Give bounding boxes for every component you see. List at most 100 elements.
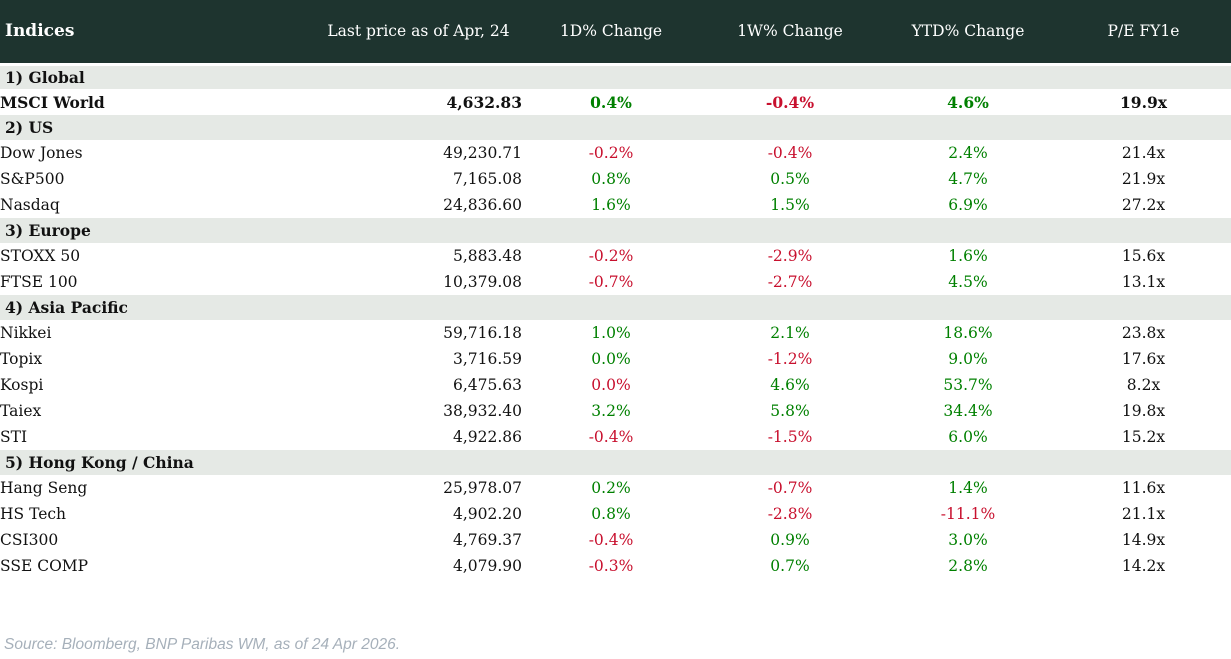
index-name: S&P500 [0,166,315,192]
index-name: Topix [0,346,315,372]
change-ytd: 4.5% [880,269,1056,295]
table-header-row: Indices Last price as of Apr, 24 1D% Cha… [0,0,1231,66]
last-price: 38,932.40 [315,398,522,424]
change-1w: 0.5% [700,166,880,192]
change-1w: 5.8% [700,398,880,424]
pe-fy1e: 27.2x [1056,192,1231,218]
indices-table-body: 1) Global MSCI World 4,632.83 0.4% -0.4% 4.6%… [0,64,1231,579]
pe-fy1e: 14.9x [1056,527,1231,553]
pe-fy1e: 15.2x [1056,424,1231,450]
index-row: STI 4,922.86 -0.4% -1.5% 6.0% 15.2x [0,424,1231,450]
last-price: 4,769.37 [315,527,522,553]
change-1w: 4.6% [700,372,880,398]
change-1d: 0.0% [522,346,700,372]
section-label: 5) Hong Kong / China [0,450,1231,475]
index-name: Hang Seng [0,475,315,501]
index-name: FTSE 100 [0,269,315,295]
pe-fy1e: 21.9x [1056,166,1231,192]
change-1w: -1.2% [700,346,880,372]
change-1w: 1.5% [700,192,880,218]
change-1d: -0.3% [522,553,700,579]
index-name: Taiex [0,398,315,424]
change-1d: -0.2% [522,243,700,269]
change-ytd: 6.9% [880,192,1056,218]
change-1w: -1.5% [700,424,880,450]
pe-fy1e: 21.4x [1056,140,1231,166]
index-name: HS Tech [0,501,315,527]
index-row: FTSE 100 10,379.08 -0.7% -2.7% 4.5% 13.1x [0,269,1231,295]
last-price: 24,836.60 [315,192,522,218]
change-1d: 0.8% [522,501,700,527]
pe-fy1e: 21.1x [1056,501,1231,527]
change-ytd: 53.7% [880,372,1056,398]
column-header-ytd-change: YTD% Change [880,0,1056,66]
pe-fy1e: 23.8x [1056,320,1231,346]
pe-fy1e: 14.2x [1056,553,1231,579]
last-price: 7,165.08 [315,166,522,192]
change-1d: 0.0% [522,372,700,398]
change-ytd: 4.6% [880,89,1056,115]
change-1d: 1.6% [522,192,700,218]
change-1w: 0.9% [700,527,880,553]
pe-fy1e: 13.1x [1056,269,1231,295]
index-row: Dow Jones 49,230.71 -0.2% -0.4% 2.4% 21.4x [0,140,1231,166]
change-1w: 0.7% [700,553,880,579]
change-ytd: 1.4% [880,475,1056,501]
change-ytd: 2.4% [880,140,1056,166]
change-ytd: 9.0% [880,346,1056,372]
last-price: 49,230.71 [315,140,522,166]
last-price: 4,632.83 [315,89,522,115]
pe-fy1e: 19.9x [1056,89,1231,115]
index-row: MSCI World 4,632.83 0.4% -0.4% 4.6% 19.9x [0,89,1231,115]
change-1w: -2.8% [700,501,880,527]
section-label: 1) Global [0,64,1231,89]
table-header: Indices Last price as of Apr, 24 1D% Cha… [0,0,1231,66]
change-1w: -0.7% [700,475,880,501]
change-ytd: 2.8% [880,553,1056,579]
pe-fy1e: 17.6x [1056,346,1231,372]
column-header-1w-change: 1W% Change [700,0,880,66]
column-header-last-price: Last price as of Apr, 24 [315,0,522,66]
pe-fy1e: 19.8x [1056,398,1231,424]
pe-fy1e: 11.6x [1056,475,1231,501]
change-1d: 0.8% [522,166,700,192]
section-row: 1) Global [0,64,1231,89]
index-name: Kospi [0,372,315,398]
index-row: Nikkei 59,716.18 1.0% 2.1% 18.6% 23.8x [0,320,1231,346]
section-label: 4) Asia Pacific [0,295,1231,320]
last-price: 59,716.18 [315,320,522,346]
change-ytd: 4.7% [880,166,1056,192]
change-1d: 0.2% [522,475,700,501]
change-1w: -2.7% [700,269,880,295]
change-ytd: 1.6% [880,243,1056,269]
last-price: 5,883.48 [315,243,522,269]
index-row: Nasdaq 24,836.60 1.6% 1.5% 6.9% 27.2x [0,192,1231,218]
section-row: 4) Asia Pacific [0,295,1231,320]
indices-table: Indices Last price as of Apr, 24 1D% Cha… [0,0,1231,579]
column-header-pe-fy1e: P/E FY1e [1056,0,1231,66]
index-row: STOXX 50 5,883.48 -0.2% -2.9% 1.6% 15.6x [0,243,1231,269]
last-price: 10,379.08 [315,269,522,295]
change-ytd: 3.0% [880,527,1056,553]
column-header-1d-change: 1D% Change [522,0,700,66]
section-row: 3) Europe [0,218,1231,243]
index-name: Nasdaq [0,192,315,218]
change-1w: -0.4% [700,140,880,166]
index-row: Topix 3,716.59 0.0% -1.2% 9.0% 17.6x [0,346,1231,372]
index-name: STOXX 50 [0,243,315,269]
last-price: 4,922.86 [315,424,522,450]
change-1d: -0.2% [522,140,700,166]
last-price: 4,079.90 [315,553,522,579]
change-1w: -2.9% [700,243,880,269]
index-row: Taiex 38,932.40 3.2% 5.8% 34.4% 19.8x [0,398,1231,424]
index-name: SSE COMP [0,553,315,579]
change-1d: -0.4% [522,424,700,450]
change-ytd: -11.1% [880,501,1056,527]
last-price: 4,902.20 [315,501,522,527]
index-name: MSCI World [0,89,315,115]
last-price: 6,475.63 [315,372,522,398]
section-label: 3) Europe [0,218,1231,243]
last-price: 3,716.59 [315,346,522,372]
change-ytd: 6.0% [880,424,1056,450]
index-name: Nikkei [0,320,315,346]
